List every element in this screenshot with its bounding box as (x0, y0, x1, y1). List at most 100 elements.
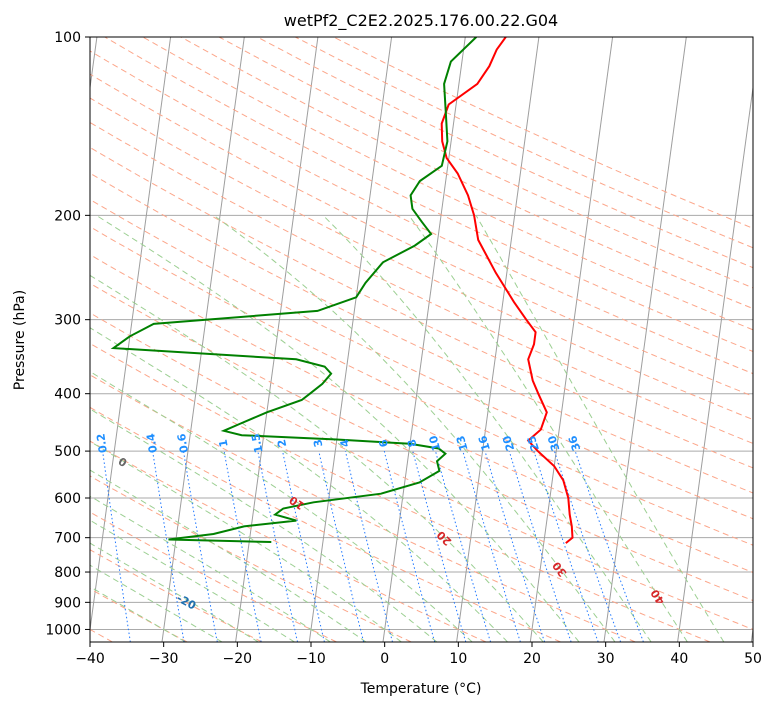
mixing-ratio-line (508, 450, 572, 642)
mixing-ratio-label: 4 (338, 438, 352, 449)
y-tick-label: 900 (54, 595, 81, 611)
mixing-ratio-label: 0.6 (175, 432, 191, 454)
moist-adiabat-line (90, 469, 367, 642)
isotherm-line (529, 37, 614, 642)
y-tick-label: 400 (54, 387, 81, 403)
isotherm-line (235, 37, 319, 642)
moist-adiabat-line (322, 214, 652, 642)
y-tick-label: 600 (54, 491, 81, 507)
dry-adiabat-line (333, 37, 753, 229)
mixing-ratio-label: 10 (427, 434, 444, 453)
mixing-ratio-line (574, 450, 644, 642)
x-tick-label: 0 (380, 651, 389, 667)
dry-adiabat-line (90, 440, 487, 642)
mixing-ratio-line (484, 450, 546, 642)
dry-adiabat-line (90, 50, 753, 375)
dry-adiabat-line (90, 312, 753, 630)
mixing-ratio-label: 13 (454, 434, 471, 452)
mixing-ratio-label: 20 (500, 434, 517, 453)
mixing-ratio-label: 1.5 (249, 432, 266, 454)
dry-adiabat-line (218, 37, 753, 289)
mixing-ratio-label: 16 (476, 434, 493, 453)
isotherm-line (677, 84, 753, 642)
temperature-line (440, 37, 574, 544)
mixing-ratio-label: 30 (545, 434, 562, 453)
mixing-ratio-label: 3 (311, 438, 325, 448)
mixing-ratio-label: 1 (217, 438, 231, 448)
mixing-ratio-line (435, 450, 492, 642)
axis-ticks: −40 −30 −20 −10 0 10 20 30 40 5010020030040050060… (45, 30, 762, 667)
isotherm-line (603, 37, 687, 642)
isotherm-line (382, 37, 466, 642)
x-tick-label: −20 (223, 651, 253, 667)
dewpoint-line (110, 37, 477, 543)
y-axis-label: Pressure (hPa) (12, 290, 28, 390)
x-tick-label: −30 (149, 651, 179, 667)
moist-adiabat-line (213, 214, 616, 642)
mixing-ratio-line (462, 450, 521, 642)
mixing-ratio-line (102, 451, 131, 642)
mixing-ratio-label: 25 (525, 434, 542, 453)
y-tick-label: 100 (54, 30, 81, 46)
dry-adiabat-line (90, 198, 753, 520)
mixing-ratio-line (318, 450, 365, 642)
dry-adiabat-line (90, 172, 753, 494)
x-tick-label: 30 (597, 651, 615, 667)
y-tick-label: 500 (54, 444, 81, 460)
y-tick-label: 1000 (45, 622, 81, 638)
mixing-ratio-line (183, 451, 218, 642)
isotherm-line (90, 37, 172, 634)
moist-adiabat-label: 10 (287, 493, 307, 513)
dry-adiabat-line (90, 254, 753, 573)
dry-adiabat-line (90, 97, 753, 421)
mixing-ratio-line (152, 451, 185, 642)
isotherm-line (750, 625, 753, 642)
x-tick-label: 10 (449, 651, 467, 667)
moist-adiabat-line (475, 215, 725, 642)
y-tick-label: 300 (54, 313, 81, 329)
mixing-ratio-line (412, 450, 467, 642)
x-tick-label: 20 (523, 651, 541, 667)
moist-adiabat-line (90, 327, 508, 642)
isotherm-line (161, 37, 245, 642)
moist-adiabat-line (90, 440, 402, 642)
dry-adiabat-line (90, 342, 711, 642)
dry-adiabat-line (90, 282, 753, 602)
x-tick-label: 40 (670, 651, 688, 667)
dry-adiabat-line (90, 226, 753, 546)
y-tick-label: 800 (54, 565, 81, 581)
mixing-ratio-label: 8 (405, 438, 420, 449)
moist-adiabat-line (96, 214, 580, 642)
moist-adiabat-line (408, 215, 688, 642)
moist-adiabat-label: 0 (116, 454, 130, 469)
dry-adiabat-line (90, 121, 753, 444)
mixing-ratio-line (533, 450, 599, 642)
mixing-ratio-label: 0.4 (144, 432, 160, 454)
dry-adiabat-line (180, 37, 753, 310)
mixing-ratio-label: 6 (377, 438, 392, 449)
dry-adiabat-line (104, 37, 753, 353)
mixing-ratio-label: 36 (566, 434, 583, 453)
mixing-ratio-line (344, 450, 393, 642)
moist-adiabat-line (90, 542, 259, 642)
dry-adiabat-line (90, 146, 753, 469)
moist-adiabat-line (90, 586, 186, 642)
x-tick-label: −40 (75, 651, 105, 667)
mixing-ratio-line (383, 450, 436, 642)
profile-lines (110, 37, 574, 544)
mixing-ratio-label: 0.2 (94, 433, 110, 454)
background-lines (90, 37, 753, 642)
y-tick-label: 200 (54, 208, 81, 224)
mixing-ratio-line (257, 451, 298, 642)
dry-adiabat-line (256, 37, 753, 269)
moist-adiabat-line (90, 274, 544, 642)
moist-adiabat-line (90, 371, 473, 642)
dry-adiabat-line (90, 374, 636, 642)
plot-frame (89, 36, 754, 643)
dry-adiabat-line (90, 511, 337, 642)
x-axis-label: Temperature (°C) (360, 681, 482, 697)
mixing-ratio-line (282, 451, 325, 642)
mixing-ratio-line (223, 451, 262, 642)
